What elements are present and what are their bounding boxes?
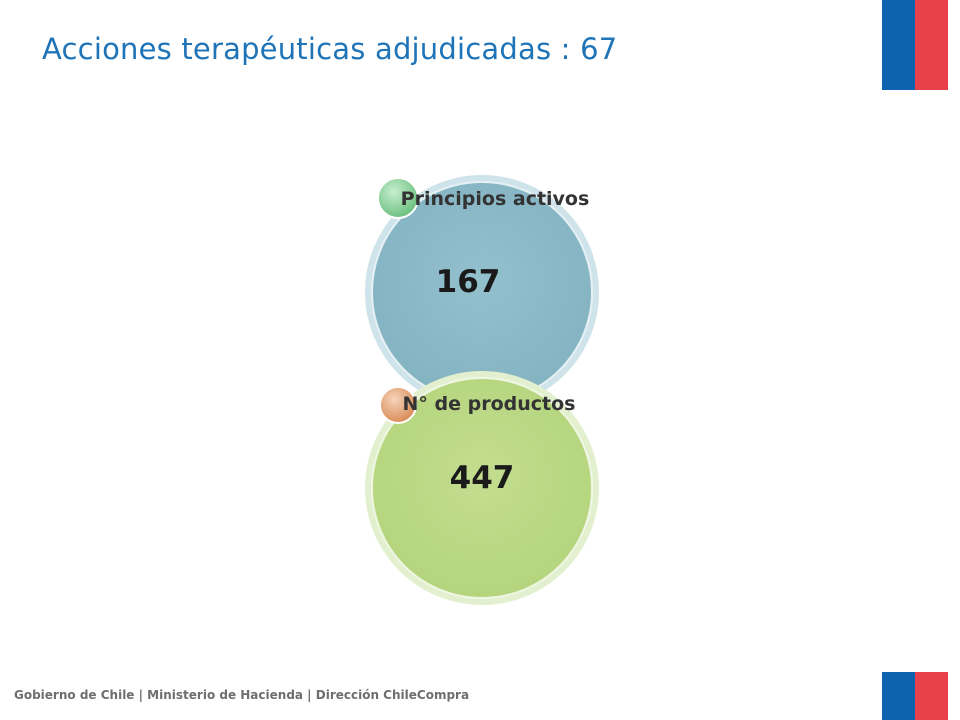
accent-dot-orange [379, 386, 417, 424]
footer-credits: Gobierno de Chile | Ministerio de Hacien… [14, 688, 470, 702]
flag-red-band [915, 0, 948, 90]
flag-red-band [915, 672, 948, 720]
label-numero-productos: N° de productos [403, 393, 576, 415]
flag-blue-band [882, 672, 915, 720]
flag-blue-band [882, 0, 915, 90]
circle-numero-productos [371, 377, 593, 599]
node-principios-activos: Principios activos 167 [365, 175, 599, 409]
label-principios-activos: Principios activos [401, 188, 590, 210]
node-numero-productos: N° de productos 447 [365, 371, 599, 605]
chile-flag-top [882, 0, 948, 90]
page-title: Acciones terapéuticas adjudicadas : 67 [42, 32, 618, 66]
value-principios-activos: 167 [436, 264, 501, 300]
accent-dot-green [377, 177, 419, 219]
value-numero-productos: 447 [450, 460, 515, 496]
chile-flag-bottom [882, 672, 948, 720]
